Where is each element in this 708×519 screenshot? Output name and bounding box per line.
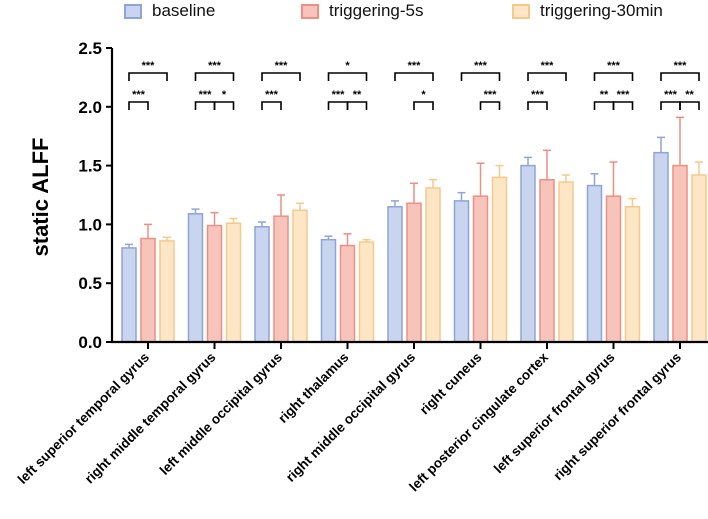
significance-label-8-0-1: ** [600,89,609,101]
significance-label-1-0-1: *** [132,89,146,101]
bar-baseline-1 [121,247,137,343]
x-tick-label-2: right middle temporal gyrus [82,350,219,487]
x-tick-label-1: left superior temporal gyrus [15,350,152,487]
significance-label-2-0-1: *** [199,89,213,101]
legend-label-baseline: baseline [152,1,216,20]
bar-triggering-5s-1 [140,237,156,343]
bar-baseline-2 [187,213,204,343]
significance-bracket-6-0-2 [460,72,501,81]
significance-bracket-8-1-2 [612,101,634,110]
significance-label-3-0-1: *** [265,89,279,101]
bar-triggering-30min-9 [691,174,707,343]
x-tick-label-7: left posterior cingulate cortex [406,349,551,494]
significance-bracket-8-0-2 [593,72,634,81]
legend-label-triggering-5s: triggering-5s [329,1,424,20]
bar-triggering-30min-3 [292,209,308,343]
bar-triggering-30min-4 [358,241,375,343]
significance-bracket-9-1-2 [679,101,700,110]
bar-triggering-30min-5 [425,187,441,343]
significance-bracket-9-0-2 [660,72,700,81]
significance-label-4-0-2: * [345,60,350,72]
significance-bracket-6-1-2 [479,101,501,110]
significance-bracket-8-0-1 [593,101,615,110]
legend-swatch-triggering-30min [512,3,530,19]
bar-triggering-5s-9 [672,164,688,343]
significance-bracket-5-0-2 [394,72,434,81]
y-tick-label-4: 2.0 [78,98,102,117]
legend-item-triggering-30min: triggering-30min [512,1,663,21]
bar-triggering-5s-5 [406,202,422,343]
legend-swatch-baseline [124,3,142,19]
bar-triggering-30min-8 [624,206,641,343]
bar-baseline-3 [254,226,270,343]
x-tick-label-5: right middle occipital gyrus [283,350,418,485]
x-tick-label-9: right superior frontal gyrus [550,350,684,484]
significance-label-5-0-2: *** [408,60,422,72]
bar-baseline-8 [586,184,603,343]
bar-triggering-5s-3 [273,215,289,343]
legend-label-triggering-30min: triggering-30min [540,1,663,20]
significance-bracket-7-0-2 [527,72,567,81]
significance-label-9-0-1: *** [664,89,678,101]
bar-triggering-30min-6 [491,176,508,343]
significance-bracket-3-0-1 [261,101,282,110]
significance-label-2-1-2: * [222,89,227,101]
y-tick-label-0: 0.0 [78,333,102,352]
bar-baseline-6 [453,200,470,343]
bar-baseline-4 [320,238,337,343]
significance-bracket-2-0-2 [194,72,235,81]
legend-item-baseline: baseline [124,1,215,21]
significance-bracket-9-0-1 [660,101,681,110]
significance-label-5-1-2: * [421,89,426,101]
bar-triggering-30min-7 [558,181,574,343]
significance-label-1-0-2: *** [142,60,156,72]
legend-swatch-triggering-5s [301,3,319,19]
legend-item-triggering-5s: triggering-5s [301,1,424,21]
y-tick-label-3: 1.5 [78,157,102,176]
significance-label-9-1-2: ** [685,89,694,101]
significance-bracket-5-1-2 [413,101,434,110]
bar-triggering-5s-8 [605,195,622,343]
chart-legend: baseline triggering-5s triggering-30min [0,0,708,22]
significance-bracket-1-0-2 [128,72,168,81]
y-tick-label-5: 2.5 [78,39,102,58]
bar-baseline-9 [653,151,669,343]
significance-label-9-0-2: *** [674,60,688,72]
x-tick-label-8: left superior frontal gyrus [491,350,618,477]
bar-baseline-5 [387,206,403,343]
bar-baseline-7 [520,164,536,343]
x-tick-label-3: left middle occipital gyrus [157,350,285,478]
significance-bracket-7-0-1 [527,101,548,110]
significance-label-8-0-2: *** [607,60,621,72]
significance-bracket-2-1-2 [213,101,235,110]
y-axis-label: static ALFF [28,138,53,257]
bar-triggering-5s-4 [339,244,356,343]
y-tick-label-1: 0.5 [78,274,102,293]
significance-label-4-0-1: *** [332,89,346,101]
significance-label-7-0-1: *** [531,89,545,101]
significance-label-2-0-2: *** [208,60,222,72]
significance-label-4-1-2: ** [353,89,362,101]
x-tick-label-4: right thalamus [275,350,351,426]
bar-triggering-30min-1 [159,240,175,343]
bar-triggering-5s-2 [206,224,223,343]
significance-bracket-4-0-1 [327,101,349,110]
bar-triggering-30min-2 [225,222,242,343]
significance-label-8-1-2: *** [617,89,631,101]
significance-label-3-0-2: *** [275,60,289,72]
significance-bracket-3-0-2 [261,72,301,81]
significance-label-6-0-2: *** [474,60,488,72]
x-tick-label-6: right cuneus [417,350,485,418]
significance-label-6-1-2: *** [484,89,498,101]
significance-bracket-4-1-2 [346,101,368,110]
significance-label-7-0-2: *** [541,60,555,72]
significance-bracket-4-0-2 [327,72,368,81]
significance-bracket-2-0-1 [194,101,216,110]
significance-bracket-1-0-1 [128,101,149,110]
bar-triggering-5s-7 [539,178,555,343]
y-tick-label-2: 1.0 [78,215,102,234]
bar-triggering-5s-6 [472,195,489,343]
